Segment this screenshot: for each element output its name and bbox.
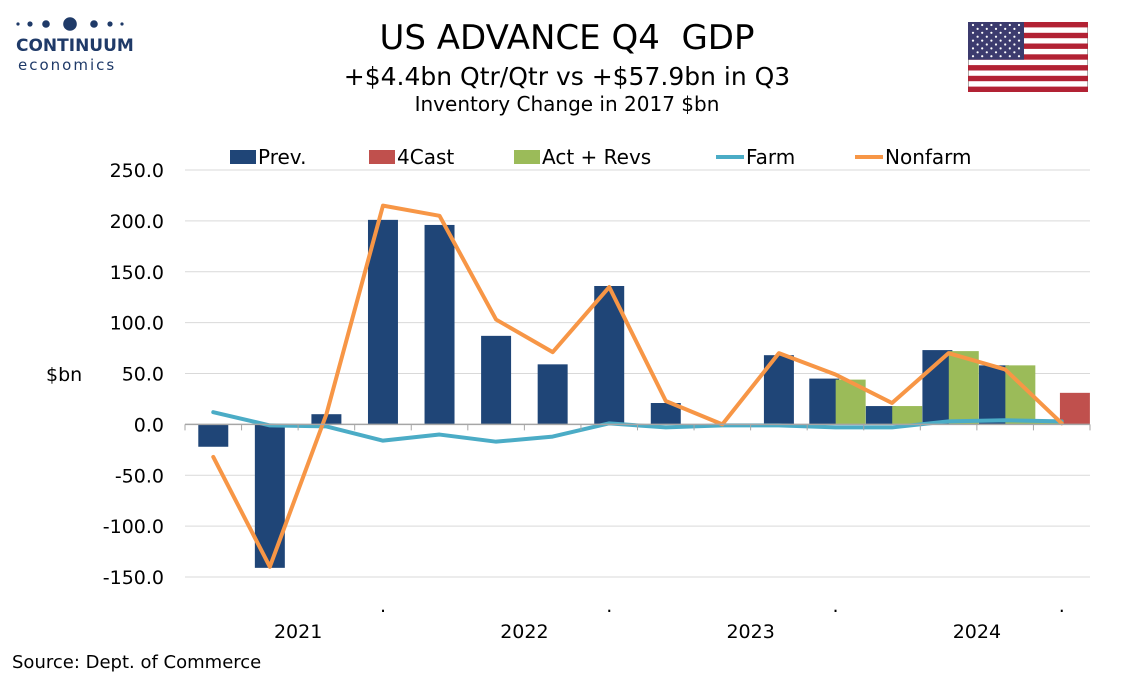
bar-actual <box>948 351 979 425</box>
logo-subtitle: economics <box>18 56 117 74</box>
y-axis-label: $bn <box>46 364 82 386</box>
y-tick-label: 250.0 <box>110 160 164 182</box>
bar-prev <box>367 219 398 425</box>
bar-prev <box>537 364 568 425</box>
us-flag-icon <box>968 22 1088 92</box>
x-year-separator: . <box>832 595 838 617</box>
x-year-label: 2023 <box>726 621 774 643</box>
legend-swatch <box>514 150 540 164</box>
logo-wordmark: CONTINUUM <box>16 36 134 56</box>
y-tick-label: 0.0 <box>134 414 164 436</box>
bar-prev <box>198 424 229 447</box>
legend-label: Nonfarm <box>885 145 972 169</box>
x-year-separator: . <box>380 595 386 617</box>
y-tick-label: -150.0 <box>103 567 164 589</box>
bar-prev <box>809 378 840 425</box>
chart-subtitle-2: Inventory Change in 2017 $bn <box>414 92 720 116</box>
continuum-logo: CONTINUUM economics <box>14 14 134 74</box>
bar-prev <box>978 365 1009 425</box>
logo-dots-icon <box>16 17 124 31</box>
bar-prev <box>865 406 896 425</box>
source-note: Source: Dept. of Commerce <box>12 652 262 673</box>
y-tick-label: 150.0 <box>110 262 164 284</box>
chart-title: US ADVANCE Q4 GDP <box>379 18 755 58</box>
y-tick-label: 50.0 <box>122 364 164 386</box>
x-year-separator: . <box>1059 595 1065 617</box>
y-tick-label: -100.0 <box>103 516 164 538</box>
legend-swatch <box>369 150 395 164</box>
y-tick-label: -50.0 <box>115 465 164 487</box>
chart-subtitle: +$4.4bn Qtr/Qtr vs +$57.9bn in Q3 <box>343 62 791 91</box>
legend-swatch <box>230 150 256 164</box>
bar-actual <box>892 406 923 425</box>
bar-prev <box>481 335 512 425</box>
line-nonfarm <box>211 203 1064 569</box>
bar-forecast <box>1059 392 1090 425</box>
x-year-label: 2022 <box>500 621 548 643</box>
legend-label: Prev. <box>258 145 306 169</box>
x-year-label: 2024 <box>953 621 1001 643</box>
legend: Prev. 4Cast Act + Revs Farm Nonfarm <box>230 145 972 169</box>
x-year-label: 2021 <box>274 621 322 643</box>
bar-prev <box>650 403 681 425</box>
axes: 250.0 200.0 150.0 100.0 50.0 0.0 -50.0 -100.0 -1… <box>103 160 1091 643</box>
bar-prev <box>424 224 455 425</box>
legend-label: Farm <box>746 145 795 169</box>
legend-label: 4Cast <box>397 145 454 169</box>
legend-label: Act + Revs <box>542 145 651 169</box>
x-year-separator: . <box>606 595 612 617</box>
y-tick-label: 200.0 <box>110 211 164 233</box>
bar-series <box>198 219 1090 568</box>
y-tick-label: 100.0 <box>110 313 164 335</box>
